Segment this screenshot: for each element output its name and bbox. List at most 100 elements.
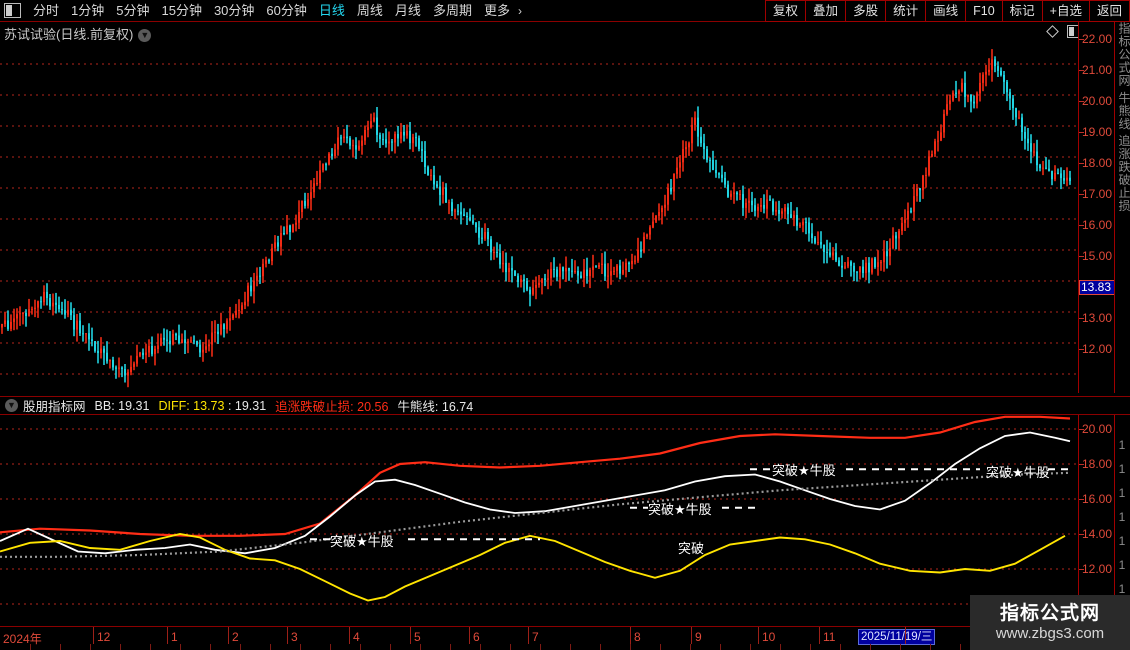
date-axis-separator bbox=[630, 627, 631, 644]
button-return[interactable]: 返回 bbox=[1088, 0, 1130, 22]
period-tab-multi[interactable]: 多周期 bbox=[432, 2, 472, 18]
price-axis-label: 17.00 bbox=[1081, 187, 1112, 201]
period-tab-fenshi[interactable]: 分时 bbox=[33, 2, 60, 18]
indicator-strip-digit: 1 bbox=[1118, 581, 1127, 596]
indicator-strip-digit: 1 bbox=[1118, 437, 1127, 452]
date-axis-minor-tick bbox=[420, 644, 421, 650]
price-axis-label: 12.00 bbox=[1081, 342, 1112, 356]
date-axis-minor-tick bbox=[780, 644, 781, 650]
date-axis-separator bbox=[410, 627, 411, 644]
date-axis-minor-tick bbox=[810, 644, 811, 650]
date-axis-label: 9 bbox=[695, 630, 702, 644]
site-watermark: 指标公式网 www.zbgs3.com bbox=[970, 595, 1130, 650]
date-axis-minor-tick bbox=[900, 644, 901, 650]
date-axis-label: 2 bbox=[232, 630, 239, 644]
date-axis-minor-tick bbox=[390, 644, 391, 650]
indicator-bullbear: 牛熊线: 16.74 bbox=[397, 396, 473, 415]
indicator-strip-digit: 1 bbox=[1118, 533, 1127, 548]
indicator-diff-value: 13.73 bbox=[193, 398, 225, 413]
date-axis-minor-tick bbox=[840, 644, 841, 650]
period-tab-30min[interactable]: 30分钟 bbox=[213, 2, 255, 18]
date-axis-minor-tick bbox=[240, 644, 241, 650]
chevron-down-icon[interactable]: ▼ bbox=[5, 399, 18, 412]
top-toolbar: 分时 1分钟 5分钟 15分钟 30分钟 60分钟 日线 周线 月线 多周期 更… bbox=[0, 0, 1130, 22]
selected-date-badge: 2025/11/19/三 bbox=[858, 629, 936, 645]
date-axis-minor-tick bbox=[960, 644, 961, 650]
period-tab-group: 分时 1分钟 5分钟 15分钟 30分钟 60分钟 日线 周线 月线 多周期 更… bbox=[0, 0, 527, 22]
date-axis-minor-tick bbox=[330, 644, 331, 650]
price-axis-label: 13.00 bbox=[1081, 311, 1112, 325]
button-diejia[interactable]: 叠加 bbox=[805, 0, 847, 22]
current-price-badge: 13.83 bbox=[1079, 280, 1119, 295]
button-huaxian[interactable]: 画线 bbox=[925, 0, 967, 22]
price-axis-label: 21.00 bbox=[1081, 63, 1112, 77]
indicator-series-group bbox=[0, 415, 1072, 602]
indicator-axis-label: 20.00 bbox=[1081, 422, 1112, 436]
price-chart-pane[interactable] bbox=[0, 42, 1078, 392]
price-axis-label: 22.00 bbox=[1081, 32, 1112, 46]
chevron-down-icon[interactable]: ▼ bbox=[138, 29, 152, 42]
indicator-strip-digit: 1 bbox=[1118, 509, 1127, 524]
period-tab-60min[interactable]: 60分钟 bbox=[266, 2, 307, 18]
period-tab-1min[interactable]: 1分钟 bbox=[71, 2, 105, 18]
price-axis-label: 16.00 bbox=[1081, 218, 1112, 232]
date-axis-minor-tick bbox=[360, 644, 361, 650]
date-axis-separator bbox=[758, 627, 759, 644]
button-duogu[interactable]: 多股 bbox=[845, 0, 887, 22]
price-axis-label: 18.00 bbox=[1081, 156, 1112, 170]
date-axis-minor-tick bbox=[720, 644, 721, 650]
date-axis-label: 3 bbox=[291, 630, 298, 644]
date-axis-minor-tick bbox=[600, 644, 601, 650]
indicator-annotation-label: 突破 bbox=[678, 541, 705, 556]
date-axis-label: 4 bbox=[353, 630, 360, 644]
indicator-annotation-label: 突破★牛股 bbox=[772, 463, 836, 478]
date-axis-separator bbox=[287, 627, 288, 644]
date-axis-separator bbox=[905, 627, 906, 644]
stock-title-text: 苏试试验(日线.前复权) bbox=[4, 27, 134, 42]
indicator-stoploss-value: 20.56 bbox=[357, 400, 389, 414]
period-tab-daily[interactable]: 日线 bbox=[318, 2, 345, 18]
indicator-axis-label: 14.00 bbox=[1081, 527, 1112, 541]
indicator-diff: DIFF: 13.73 : 19.31 bbox=[158, 399, 266, 413]
button-f10[interactable]: F10 bbox=[965, 0, 1003, 22]
period-tab-5min[interactable]: 5分钟 bbox=[116, 2, 150, 18]
date-axis-label: 11 bbox=[823, 630, 836, 644]
chevron-right-icon[interactable]: › bbox=[517, 3, 522, 18]
date-axis-minor-tick bbox=[300, 644, 301, 650]
date-axis-separator bbox=[349, 627, 350, 644]
date-axis-label: 2024年 bbox=[3, 632, 42, 646]
period-tab-15min[interactable]: 15分钟 bbox=[161, 2, 202, 18]
indicator-strip-digit: 1 bbox=[1118, 557, 1127, 572]
panel-toggle-icon[interactable] bbox=[4, 3, 21, 18]
date-axis-separator bbox=[228, 627, 229, 644]
diamond-icon[interactable] bbox=[1046, 25, 1059, 38]
date-axis-minor-tick bbox=[660, 644, 661, 650]
indicator-axis-label: 18.00 bbox=[1081, 457, 1112, 471]
stock-title[interactable]: 苏试试验(日线.前复权) ▼ bbox=[4, 24, 152, 43]
button-fuquan[interactable]: 复权 bbox=[765, 0, 807, 22]
indicator-annotation-label: 突破★牛股 bbox=[330, 534, 394, 549]
period-tab-monthly[interactable]: 月线 bbox=[394, 2, 421, 18]
date-axis-label: 10 bbox=[762, 630, 776, 644]
date-axis-label: 12 bbox=[97, 630, 111, 644]
button-biaoji[interactable]: 标记 bbox=[1001, 0, 1043, 22]
button-add-watchlist[interactable]: +自选 bbox=[1041, 0, 1090, 22]
indicator-diff-label: DIFF: bbox=[158, 398, 190, 413]
indicator-diff-value2: : 19.31 bbox=[227, 398, 267, 413]
stock-title-row: 苏试试验(日线.前复权) ▼ bbox=[0, 22, 1130, 42]
indicator-vertical-strip: 11111111 bbox=[1114, 415, 1130, 625]
price-axis-label: 15.00 bbox=[1081, 249, 1112, 263]
period-tab-weekly[interactable]: 周线 bbox=[356, 2, 383, 18]
button-tongji[interactable]: 统计 bbox=[885, 0, 927, 22]
date-axis-label: 7 bbox=[532, 630, 539, 644]
date-axis-minor-tick bbox=[750, 644, 751, 650]
date-axis: 2025/11/19/三 2024年 12 1 2 3 4 5 6 7 8 9 10 11 bbox=[0, 626, 1130, 650]
indicator-chart-pane[interactable] bbox=[0, 415, 1078, 625]
indicator-lines-svg bbox=[0, 415, 1078, 605]
indicator-strip-digit: 1 bbox=[1118, 461, 1127, 476]
price-vertical-watermark-text: 指标公式网 牛熊线 追涨跌破止损 bbox=[1117, 22, 1130, 213]
period-tab-more[interactable]: 更多 bbox=[483, 2, 510, 18]
date-axis-minor-tick bbox=[120, 644, 121, 650]
date-axis-minor-tick bbox=[510, 644, 511, 650]
